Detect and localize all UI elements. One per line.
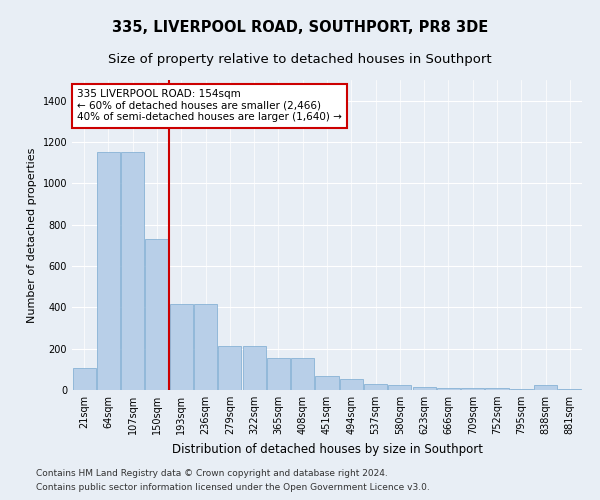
Bar	[194, 304, 217, 390]
Bar	[388, 385, 412, 390]
Text: Contains public sector information licensed under the Open Government Licence v3: Contains public sector information licen…	[36, 484, 430, 492]
Bar	[73, 368, 95, 390]
Text: 335, LIVERPOOL ROAD, SOUTHPORT, PR8 3DE: 335, LIVERPOOL ROAD, SOUTHPORT, PR8 3DE	[112, 20, 488, 35]
Bar	[461, 388, 484, 390]
Bar	[364, 384, 387, 390]
Text: Contains HM Land Registry data © Crown copyright and database right 2024.: Contains HM Land Registry data © Crown c…	[36, 468, 388, 477]
X-axis label: Distribution of detached houses by size in Southport: Distribution of detached houses by size …	[172, 442, 482, 456]
Y-axis label: Number of detached properties: Number of detached properties	[27, 148, 37, 322]
Bar	[316, 376, 338, 390]
Bar	[485, 388, 509, 390]
Bar	[559, 389, 581, 390]
Bar	[534, 386, 557, 390]
Bar	[97, 152, 120, 390]
Bar	[340, 378, 363, 390]
Bar	[413, 387, 436, 390]
Text: 335 LIVERPOOL ROAD: 154sqm
← 60% of detached houses are smaller (2,466)
40% of s: 335 LIVERPOOL ROAD: 154sqm ← 60% of deta…	[77, 90, 342, 122]
Bar	[218, 346, 241, 390]
Bar	[121, 152, 144, 390]
Bar	[291, 358, 314, 390]
Bar	[267, 358, 290, 390]
Bar	[242, 346, 266, 390]
Text: Size of property relative to detached houses in Southport: Size of property relative to detached ho…	[108, 52, 492, 66]
Bar	[437, 388, 460, 390]
Bar	[170, 304, 193, 390]
Bar	[145, 239, 169, 390]
